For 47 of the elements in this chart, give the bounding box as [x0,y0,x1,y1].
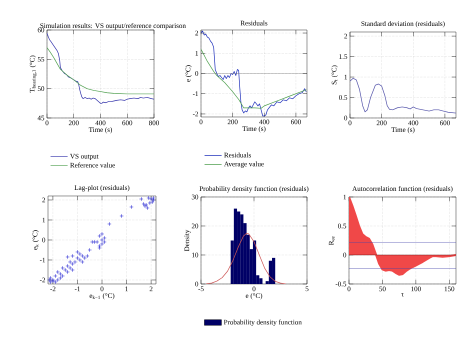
point [47,278,52,282]
point [68,266,72,270]
point [66,264,70,268]
point [66,254,70,260]
point [82,256,87,260]
point [102,240,107,244]
point [70,262,75,266]
line-series [201,30,307,116]
point [56,270,60,274]
point [56,278,60,282]
point [53,280,58,284]
point [142,202,146,206]
point [150,200,154,204]
point [98,234,102,238]
point [60,274,65,278]
point [70,254,75,258]
point [78,258,82,262]
point [92,240,97,244]
point [107,222,112,226]
point [68,260,72,264]
point [90,240,94,244]
point [139,196,144,202]
point [152,196,156,200]
point [58,276,62,280]
point [129,204,134,210]
point [102,236,107,240]
line-series [350,78,456,114]
line-series [206,232,286,284]
point [80,260,84,264]
point [152,198,156,202]
point [88,248,92,252]
point [95,240,100,244]
point [148,200,152,206]
point [53,274,58,278]
point [146,196,151,200]
point [78,252,82,256]
point [60,266,65,270]
point [80,254,84,258]
point [145,206,150,210]
point [120,214,124,218]
point [149,196,154,202]
point [63,268,68,272]
point [85,254,90,258]
point [58,272,62,276]
point [98,244,102,248]
point [66,270,70,274]
point [70,268,75,272]
